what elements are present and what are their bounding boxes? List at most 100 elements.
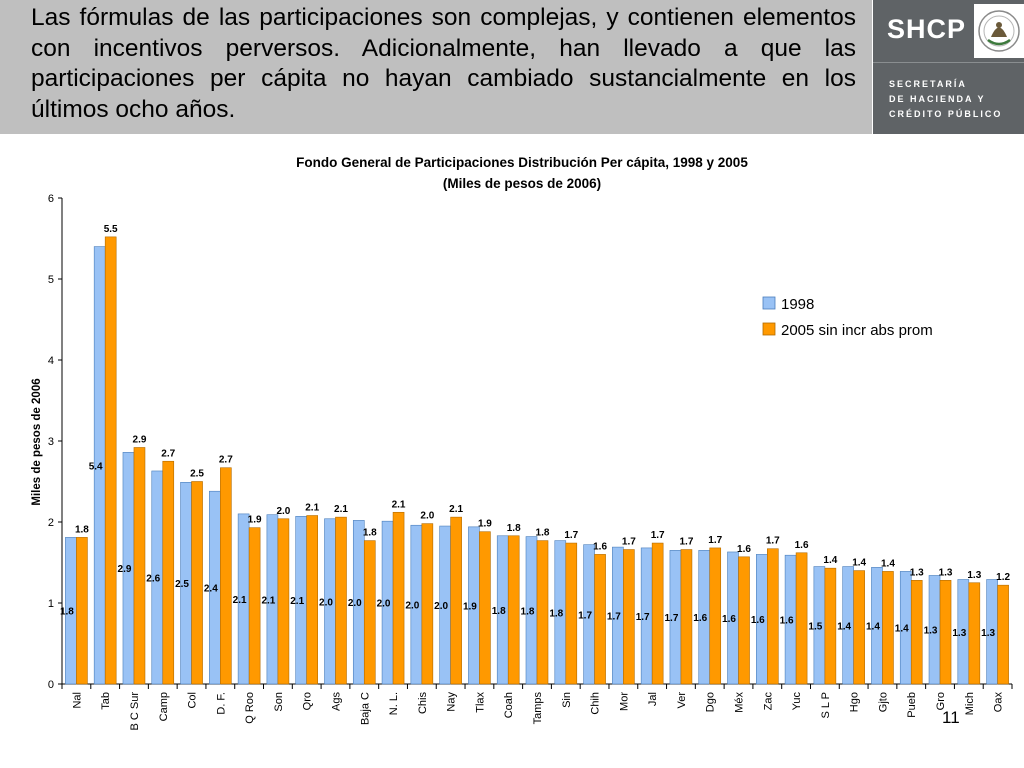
bar-2005 <box>910 580 923 685</box>
data-label-1998: 2.1 <box>261 595 275 606</box>
bar-2005 <box>363 540 376 685</box>
data-label-2005: 1.7 <box>679 537 693 548</box>
x-tick-label: Nal <box>71 692 83 709</box>
bar-2005 <box>536 540 549 685</box>
bar-2005 <box>277 518 290 685</box>
data-label-2005: 2.9 <box>133 434 147 445</box>
logo-acronym: SHCP <box>887 14 967 44</box>
data-label-2005: 1.3 <box>967 570 981 581</box>
logo-institution-name: SECRETARÍA DE HACIENDA Y CRÉDITO PÚBLICO <box>889 77 1019 122</box>
x-tick-label: Chis <box>417 692 429 715</box>
x-tick-label: Nay <box>446 692 458 712</box>
data-label-1998: 2.6 <box>146 573 160 584</box>
legend: 1998 2005 sin incr abs prom <box>762 296 933 339</box>
x-tick-label: Coah <box>503 692 515 718</box>
x-tick-label: Jal <box>647 692 659 706</box>
chart-title: Fondo General de Participaciones Distrib… <box>296 155 748 170</box>
data-label-1998: 5.4 <box>89 461 103 472</box>
data-label-2005: 1.8 <box>363 528 377 539</box>
bar-2005 <box>421 523 434 685</box>
x-tick-label: Pueb <box>906 692 918 718</box>
bar-2005 <box>335 516 347 685</box>
bar-2005 <box>767 548 779 685</box>
plot-area: 0 1 2 3 4 5 6 1.8 1.8 Nal 5.4 5.5 Tab 2.9 2.9 B C Sur 2.… <box>48 193 1013 731</box>
bar-2005 <box>594 554 606 685</box>
data-label-2005: 1.7 <box>708 535 722 546</box>
y-axis-label: Miles de pesos de 2006 <box>31 378 43 505</box>
bar-2005 <box>680 549 693 685</box>
data-label-1998: 1.8 <box>521 606 535 617</box>
data-label-1998: 1.8 <box>549 608 563 619</box>
legend-entry: 2005 sin incr abs prom <box>781 322 933 339</box>
data-label-1998: 2.0 <box>377 599 391 610</box>
x-tick-label: Tlax <box>474 692 486 713</box>
data-label-1998: 1.7 <box>578 610 592 621</box>
data-label-2005: 1.4 <box>852 558 866 569</box>
data-label-1998: 1.3 <box>981 628 995 639</box>
data-label-1998: 2.9 <box>118 564 132 575</box>
data-label-2005: 1.4 <box>823 555 837 566</box>
y-tick-label: 2 <box>48 517 54 529</box>
bar-2005 <box>220 467 232 685</box>
data-label-1998: 1.7 <box>636 612 650 623</box>
logo-name-line2: DE HACIENDA Y <box>889 94 986 104</box>
shcp-logo-panel: SHCP SECRETARÍA DE HACIENDA Y CRÉDITO PÚ… <box>873 0 1024 134</box>
bar-2005 <box>853 570 865 685</box>
bar-2005 <box>104 236 117 685</box>
bar-2005 <box>479 531 491 685</box>
x-tick-label: Zac <box>762 692 774 711</box>
data-label-2005: 1.7 <box>651 530 665 541</box>
header-bar: Las fórmulas de las participaciones son … <box>0 0 872 134</box>
data-label-1998: 2.0 <box>319 597 333 608</box>
data-label-2005: 1.7 <box>564 530 578 541</box>
logo-top-section: SHCP <box>873 0 1024 63</box>
y-tick-label: 4 <box>48 355 54 367</box>
x-tick-label: N. L. <box>388 692 400 715</box>
data-label-2005: 1.7 <box>766 536 780 547</box>
data-label-2005: 1.6 <box>593 541 607 552</box>
bar-2005 <box>248 527 261 685</box>
y-tick-label: 5 <box>48 274 54 286</box>
data-label-1998: 2.5 <box>175 579 189 590</box>
data-label-1998: 2.0 <box>405 601 419 612</box>
bar-2005 <box>623 549 635 685</box>
x-tick-label: Chih <box>590 692 602 715</box>
data-label-1998: 1.6 <box>751 615 765 626</box>
logo-name-line1: SECRETARÍA <box>889 79 967 89</box>
x-tick-label: Ver <box>676 692 688 709</box>
data-label-2005: 2.7 <box>161 448 175 459</box>
data-label-2005: 1.8 <box>507 523 521 534</box>
bar-2005 <box>738 556 750 685</box>
data-label-2005: 1.6 <box>795 540 809 551</box>
bar-2005 <box>450 516 462 685</box>
data-label-2005: 1.9 <box>248 515 262 526</box>
data-label-1998: 1.3 <box>924 626 938 637</box>
x-tick-label: B C Sur <box>129 692 141 731</box>
data-label-2005: 1.3 <box>910 567 924 578</box>
data-label-1998: 1.4 <box>895 624 909 635</box>
data-label-2005: 1.2 <box>996 572 1010 583</box>
data-label-1998: 1.8 <box>60 607 74 618</box>
bar-2005 <box>76 537 88 685</box>
bar-2005 <box>133 447 146 685</box>
data-label-2005: 2.1 <box>449 504 463 515</box>
data-label-2005: 1.8 <box>75 524 89 535</box>
data-label-1998: 1.7 <box>664 613 678 624</box>
x-tick-label: Mich <box>964 692 976 715</box>
bar-2005 <box>162 460 175 685</box>
data-label-2005: 2.1 <box>334 504 348 515</box>
bar-2005 <box>306 515 318 685</box>
data-label-1998: 1.5 <box>808 621 822 632</box>
data-label-1998: 1.9 <box>463 601 477 612</box>
data-label-1998: 2.0 <box>348 598 362 609</box>
national-seal-icon <box>974 4 1024 58</box>
data-label-2005: 2.1 <box>305 503 319 514</box>
x-tick-label: Gro <box>935 692 947 710</box>
bar-2005 <box>392 511 405 685</box>
data-label-2005: 2.5 <box>190 469 204 480</box>
bar-2005 <box>997 584 1009 685</box>
y-tick-label: 3 <box>48 436 54 448</box>
data-label-1998: 2.4 <box>204 584 218 595</box>
bar-2005 <box>565 542 578 685</box>
data-label-2005: 2.0 <box>276 506 290 517</box>
